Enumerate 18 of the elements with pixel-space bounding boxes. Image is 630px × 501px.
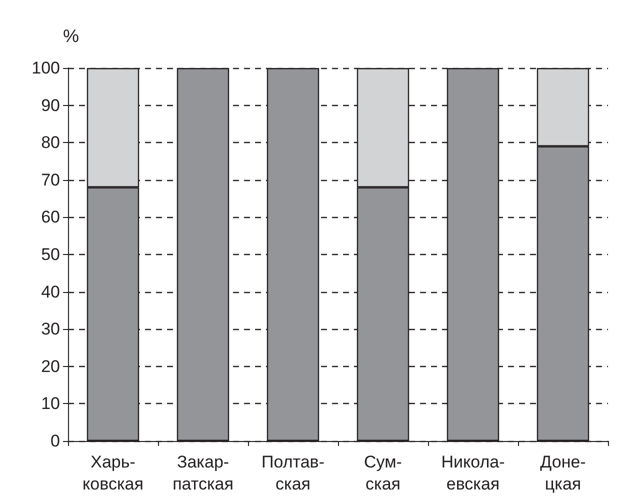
- x-tick-label: Полтав- ская: [262, 452, 324, 494]
- y-tick-label: 80: [41, 133, 60, 152]
- x-tick-label: Закар- патская: [172, 452, 234, 494]
- y-tick-label: 100: [32, 58, 60, 78]
- y-tick-label: 90: [41, 96, 60, 115]
- y-tick-label: 30: [41, 320, 60, 339]
- y-tick-label: 40: [41, 282, 60, 302]
- y-tick-label: 20: [41, 356, 60, 376]
- y-axis-title: %: [63, 26, 80, 46]
- x-tick-label: Никола- евская: [441, 452, 505, 494]
- y-tick-label: 60: [41, 208, 60, 227]
- y-tick-label: 70: [41, 170, 60, 190]
- x-tick-label: Сум- ская: [364, 452, 402, 494]
- y-tick-label: 50: [41, 245, 60, 264]
- y-tick-label: 0: [50, 432, 60, 450]
- y-tick-label: 10: [41, 394, 60, 414]
- x-tick-label: Харь- ковская: [82, 452, 144, 494]
- x-tick-label: Доне- цкая: [540, 452, 586, 494]
